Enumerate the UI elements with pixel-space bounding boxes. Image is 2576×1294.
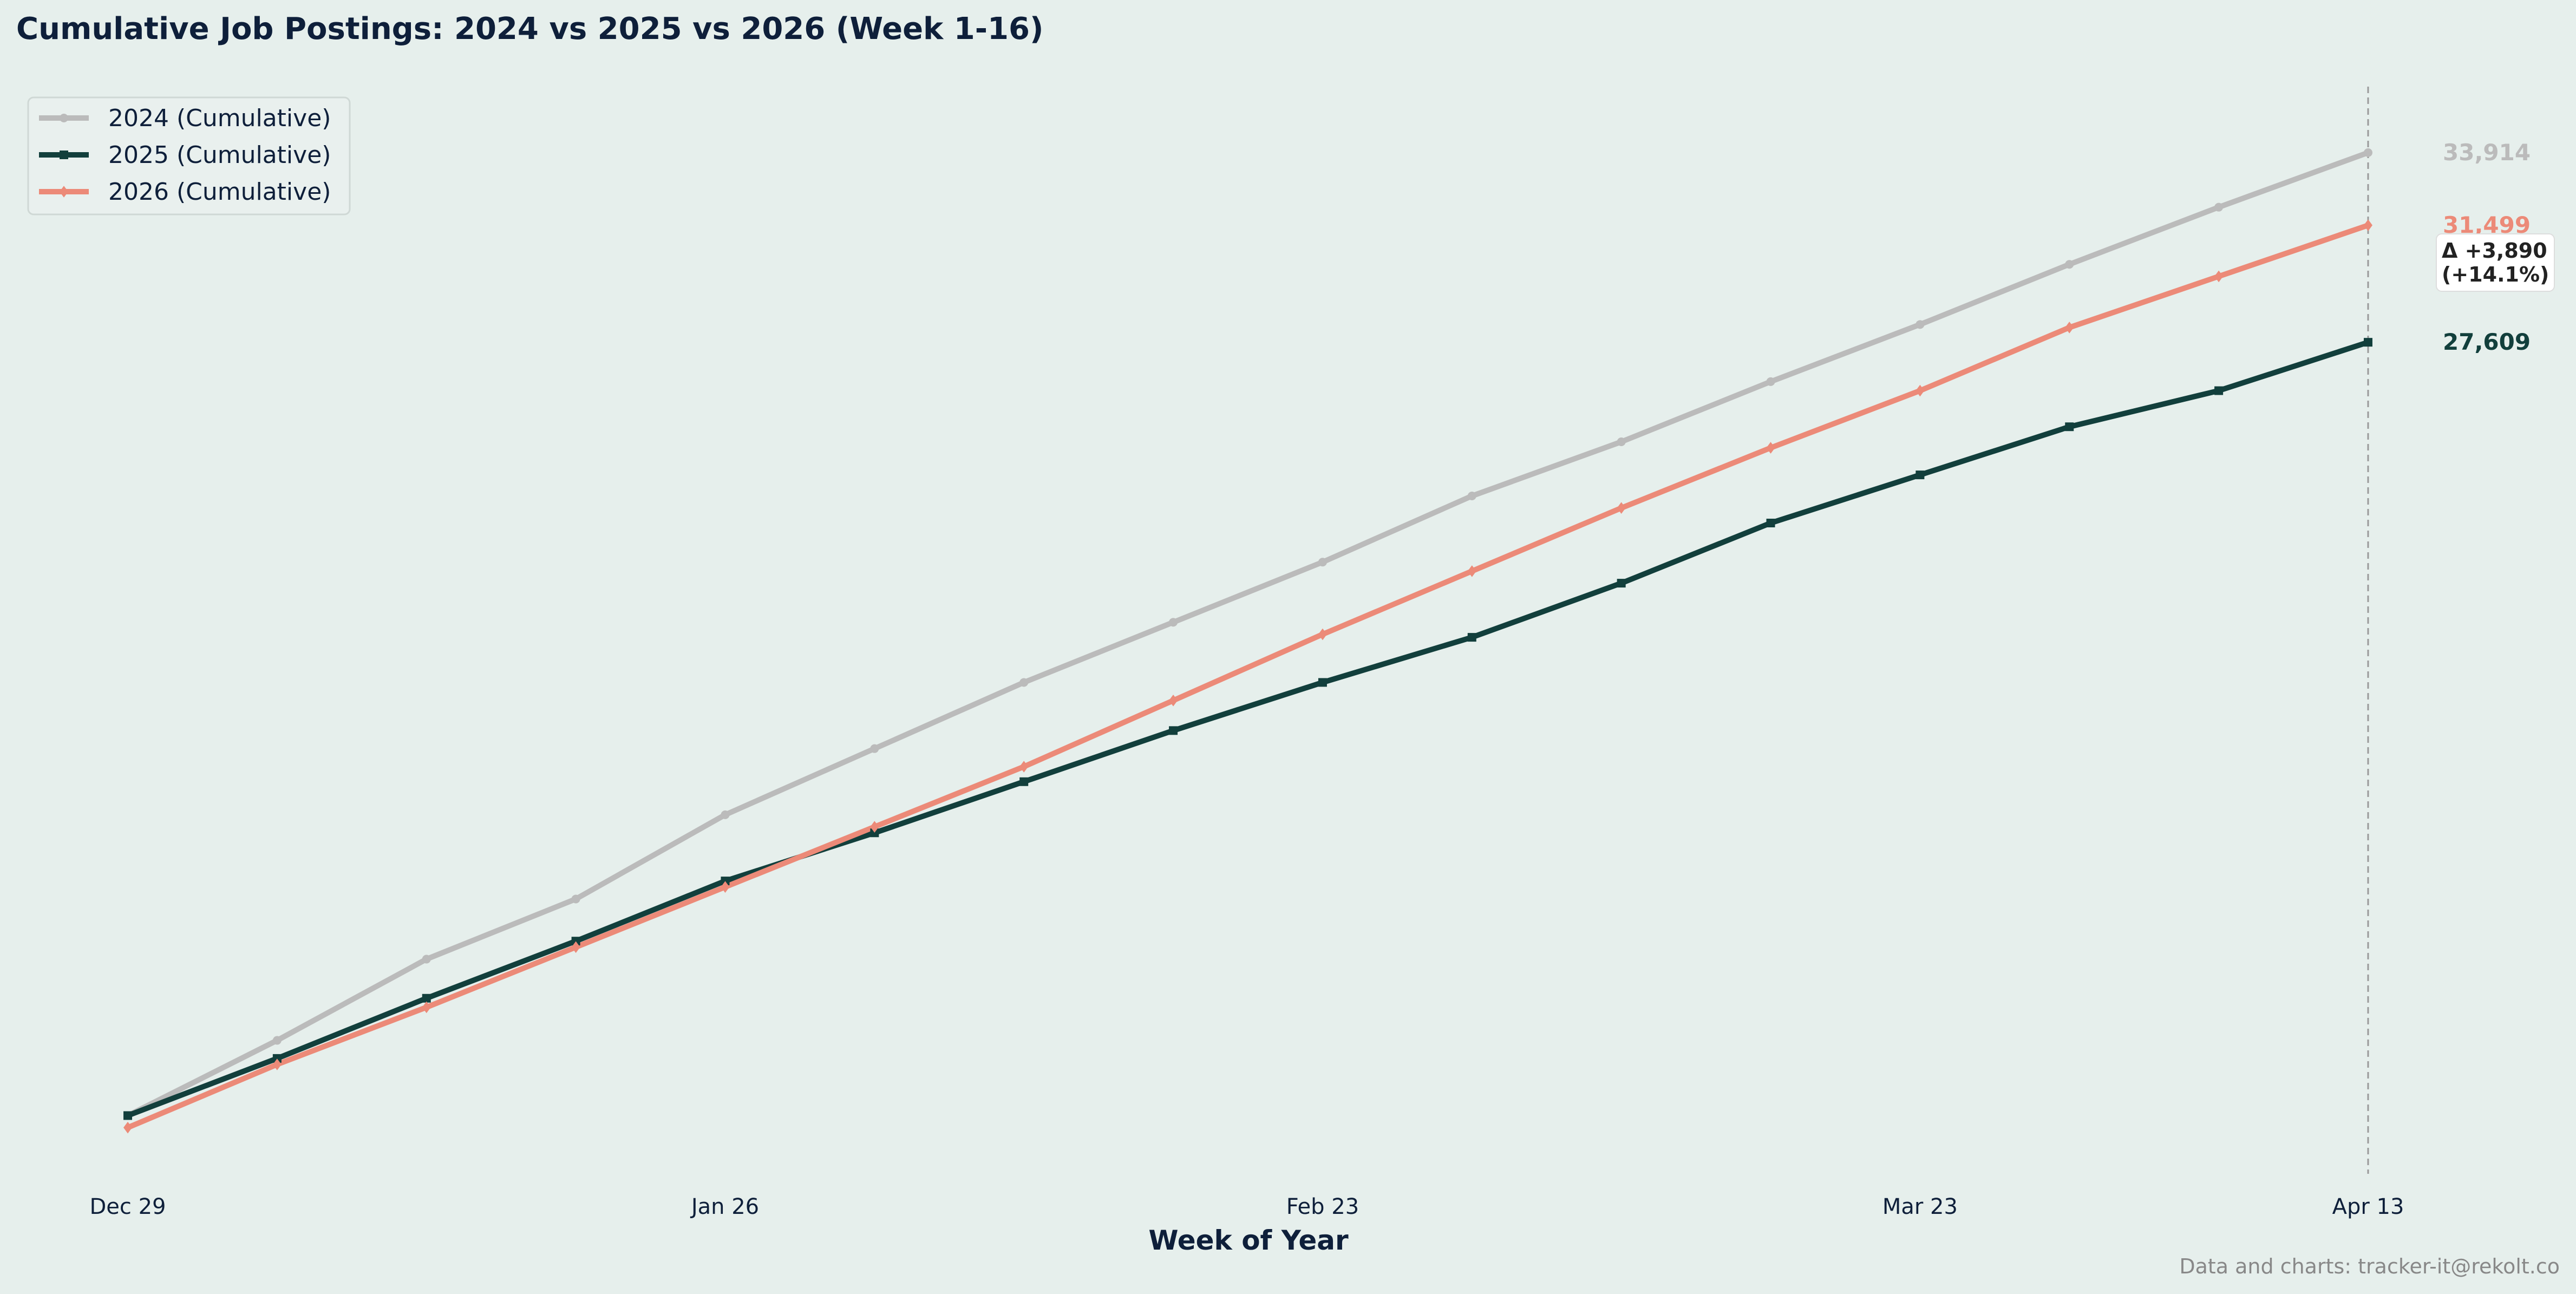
delta-annotation-line2: (+14.1%) — [2442, 263, 2549, 286]
data-point-s3-2 — [272, 1058, 282, 1070]
data-point-s3-6 — [870, 821, 879, 833]
data-point-s2-2 — [272, 1054, 282, 1063]
data-point-s2-16 — [2364, 338, 2372, 347]
data-point-s2-11 — [1617, 579, 1626, 588]
data-point-s3-4 — [571, 941, 580, 953]
data-point-s2-12 — [1766, 519, 1775, 527]
data-point-s1-8 — [1169, 618, 1178, 627]
x-tick-label-1: Dec 29 — [89, 1194, 166, 1219]
data-point-s3-15 — [2214, 270, 2224, 283]
end-label-series-1: 33,914 — [2443, 139, 2531, 166]
data-point-s2-7 — [1019, 777, 1029, 786]
data-point-s2-5 — [721, 877, 730, 886]
data-point-s1-5 — [721, 810, 730, 819]
data-point-s2-15 — [2214, 386, 2224, 395]
data-point-s3-1 — [123, 1121, 132, 1134]
data-point-s1-12 — [1766, 377, 1775, 386]
data-point-s1-2 — [272, 1036, 282, 1045]
data-point-s3-12 — [1766, 442, 1775, 454]
x-tick-labels: Dec 29 Jan 26 Feb 23 Mar 23 Apr 13 — [89, 1194, 2404, 1219]
series-line-3 — [125, 223, 2371, 1130]
data-point-s3-9 — [1318, 628, 1327, 641]
data-point-s2-8 — [1169, 726, 1178, 735]
x-tick-label-2: Jan 26 — [690, 1194, 759, 1219]
data-point-s3-11 — [1617, 502, 1626, 514]
data-point-s3-8 — [1169, 694, 1178, 707]
data-point-s1-3 — [422, 955, 431, 964]
series-lines — [125, 149, 2371, 1130]
legend-label-3: 2026 (Cumulative) — [108, 178, 331, 206]
data-point-s2-3 — [422, 994, 431, 1003]
series-line-2 — [125, 339, 2371, 1119]
data-point-s1-6 — [870, 744, 879, 753]
credit-text: Data and charts: tracker-it@rekolt.co — [2179, 1254, 2560, 1278]
data-point-s2-13 — [1915, 470, 1925, 480]
data-point-s3-10 — [1467, 565, 1476, 577]
delta-annotation: Δ +3,890 (+14.1%) — [2436, 233, 2555, 292]
data-point-s3-14 — [2065, 322, 2074, 334]
data-point-s3-5 — [721, 881, 730, 893]
x-tick-label-4: Mar 23 — [1882, 1194, 1958, 1219]
data-point-s3-3 — [422, 1001, 431, 1014]
data-point-s2-6 — [870, 828, 879, 838]
data-point-s3-7 — [1019, 761, 1029, 773]
x-axis-label: Week of Year — [1148, 1225, 1349, 1256]
data-point-s1-4 — [571, 894, 580, 904]
data-point-s2-10 — [1467, 633, 1476, 642]
delta-annotation-line1: Δ +3,890 — [2442, 239, 2547, 263]
series-line-1 — [125, 149, 2371, 1119]
data-point-s2-4 — [571, 937, 580, 946]
data-point-s1-11 — [1617, 437, 1626, 446]
data-point-s2-9 — [1318, 678, 1327, 687]
data-point-s2-14 — [2065, 422, 2074, 432]
end-label-series-2: 27,609 — [2443, 329, 2531, 355]
data-point-s1-14 — [2065, 260, 2074, 269]
legend-marker-2 — [60, 151, 68, 159]
data-point-s2-1 — [123, 1111, 132, 1120]
x-tick-label-5: Apr 13 — [2332, 1194, 2404, 1219]
legend-marker-3 — [60, 186, 68, 198]
data-point-s1-9 — [1318, 558, 1327, 567]
data-point-s1-13 — [1915, 320, 1925, 329]
x-tick-label-3: Feb 23 — [1286, 1194, 1359, 1219]
data-point-s1-16 — [2364, 148, 2372, 157]
legend-label-2: 2025 (Cumulative) — [108, 141, 331, 169]
legend: 2024 (Cumulative) 2025 (Cumulative) 2026 (… — [27, 96, 351, 215]
delta-annotation-box — [2436, 233, 2555, 292]
data-point-s1-10 — [1467, 492, 1476, 500]
data-point-s1-7 — [1019, 678, 1029, 687]
legend-label-1: 2024 (Cumulative) — [108, 104, 331, 132]
legend-box — [27, 96, 351, 215]
legend-marker-1 — [60, 114, 68, 122]
data-point-s3-16 — [2364, 219, 2372, 231]
chart-title: Cumulative Job Postings: 2024 vs 2025 vs… — [16, 11, 1044, 47]
series-markers — [123, 148, 2372, 1134]
data-point-s3-13 — [1915, 384, 1925, 397]
data-point-s1-15 — [2214, 202, 2224, 212]
